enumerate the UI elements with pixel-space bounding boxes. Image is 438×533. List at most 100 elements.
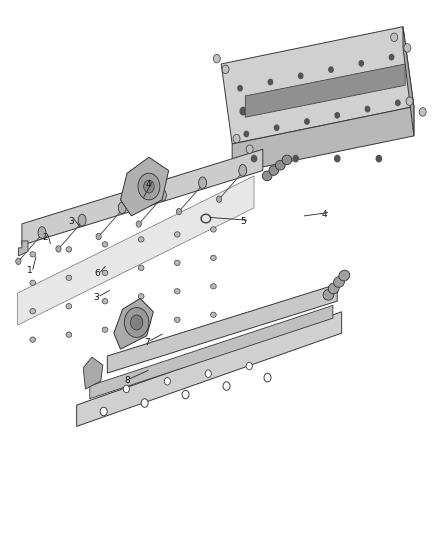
Ellipse shape [211,312,216,318]
Circle shape [268,79,272,85]
Text: 5: 5 [240,217,246,226]
Circle shape [275,125,279,131]
Ellipse shape [174,260,180,265]
Ellipse shape [174,232,180,237]
Circle shape [365,107,370,112]
Circle shape [222,65,229,74]
Text: 1: 1 [26,266,32,275]
Circle shape [240,107,246,115]
Circle shape [361,83,367,90]
Ellipse shape [138,265,144,271]
Ellipse shape [334,277,344,287]
Circle shape [244,131,248,136]
Ellipse shape [30,309,35,314]
Text: 2: 2 [42,233,47,241]
Circle shape [164,377,170,385]
Ellipse shape [211,227,216,232]
Ellipse shape [138,237,144,242]
Circle shape [238,86,242,91]
Circle shape [301,95,307,102]
Circle shape [406,97,413,106]
Ellipse shape [174,317,180,322]
Circle shape [131,315,143,330]
Ellipse shape [174,289,180,294]
Ellipse shape [30,337,35,342]
Ellipse shape [66,332,72,337]
Circle shape [335,156,340,162]
Polygon shape [77,312,342,426]
Circle shape [144,180,154,193]
Ellipse shape [30,252,35,257]
Ellipse shape [102,270,108,276]
Polygon shape [90,305,333,399]
Circle shape [223,382,230,390]
Polygon shape [245,64,405,117]
Ellipse shape [138,322,144,327]
Circle shape [305,119,309,124]
Circle shape [270,101,276,109]
Circle shape [359,61,364,66]
Circle shape [376,156,381,162]
Text: 6: 6 [94,269,100,278]
Text: 3: 3 [93,293,99,302]
Polygon shape [114,298,153,349]
Polygon shape [18,176,254,325]
Polygon shape [120,157,169,216]
Ellipse shape [38,227,46,238]
Circle shape [264,373,271,382]
Circle shape [293,156,298,162]
Circle shape [391,33,398,42]
Circle shape [329,67,333,72]
Text: 4: 4 [321,210,327,219]
Ellipse shape [118,202,126,214]
Ellipse shape [30,280,35,286]
Circle shape [392,76,398,84]
Ellipse shape [66,247,72,252]
Text: 7: 7 [144,338,150,346]
Text: 3: 3 [68,217,74,225]
Text: 4: 4 [145,180,151,189]
Circle shape [335,112,339,118]
Ellipse shape [138,294,144,299]
Circle shape [233,134,240,143]
Circle shape [404,44,411,52]
Circle shape [331,88,337,96]
Circle shape [141,399,148,407]
Circle shape [138,173,160,200]
Polygon shape [403,27,414,136]
Ellipse shape [276,160,285,170]
Circle shape [419,108,426,116]
Ellipse shape [339,270,350,281]
Ellipse shape [159,189,166,201]
Polygon shape [22,149,263,245]
Ellipse shape [78,214,86,226]
Ellipse shape [328,283,339,294]
Circle shape [298,73,303,78]
Ellipse shape [211,284,216,289]
Polygon shape [83,357,103,389]
Circle shape [56,246,61,252]
Circle shape [389,54,394,60]
Ellipse shape [323,289,334,300]
Circle shape [16,258,21,264]
Circle shape [205,370,211,377]
Ellipse shape [66,304,72,309]
Circle shape [182,390,189,399]
Circle shape [396,100,400,106]
Text: 8: 8 [124,376,130,384]
Polygon shape [107,284,337,373]
Circle shape [246,362,252,370]
Ellipse shape [66,275,72,280]
Ellipse shape [239,165,247,176]
Polygon shape [18,241,28,256]
Circle shape [124,385,129,393]
Ellipse shape [198,177,207,189]
Circle shape [213,54,220,63]
Ellipse shape [102,298,108,304]
Circle shape [216,196,222,203]
Ellipse shape [211,255,216,261]
Ellipse shape [282,155,292,165]
Circle shape [96,233,101,240]
Circle shape [251,156,257,162]
Ellipse shape [102,242,108,247]
